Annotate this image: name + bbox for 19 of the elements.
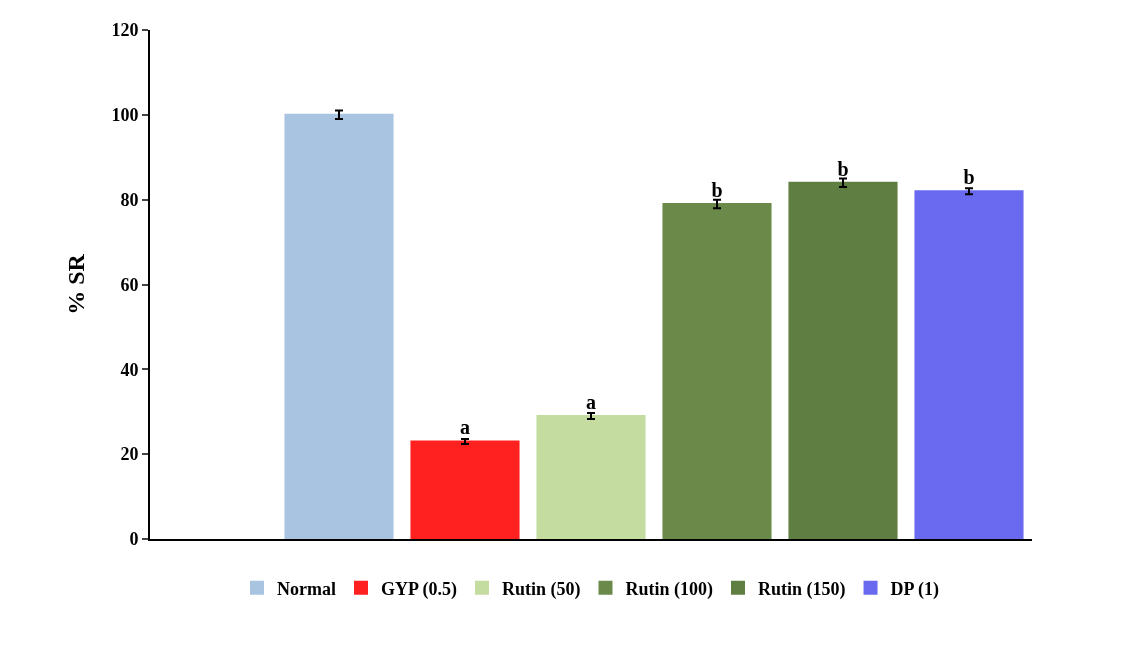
legend-label: DP (1): [890, 578, 940, 600]
y-axis-title: % SR: [63, 253, 89, 315]
data-label: b: [711, 178, 723, 201]
legend-label: Rutin (100): [625, 578, 714, 600]
y-tick-label: 0: [129, 529, 139, 550]
y-tick-label: 100: [111, 105, 139, 126]
y-tick-label: 120: [111, 20, 139, 41]
legend-label: Normal: [277, 578, 336, 599]
y-tick-label: 40: [120, 359, 139, 380]
legend-label: GYP (0.5): [380, 578, 457, 600]
legend-label: Rutin (150): [758, 578, 846, 600]
data-label: a: [460, 416, 470, 439]
legend-label: Rutin (50): [501, 578, 581, 600]
data-label: b: [963, 166, 975, 189]
y-tick-label: 80: [120, 189, 139, 210]
data-label: a: [586, 390, 596, 413]
y-tick-label: 60: [120, 274, 139, 295]
data-label: b: [837, 157, 849, 180]
y-tick-label: 20: [120, 444, 139, 465]
